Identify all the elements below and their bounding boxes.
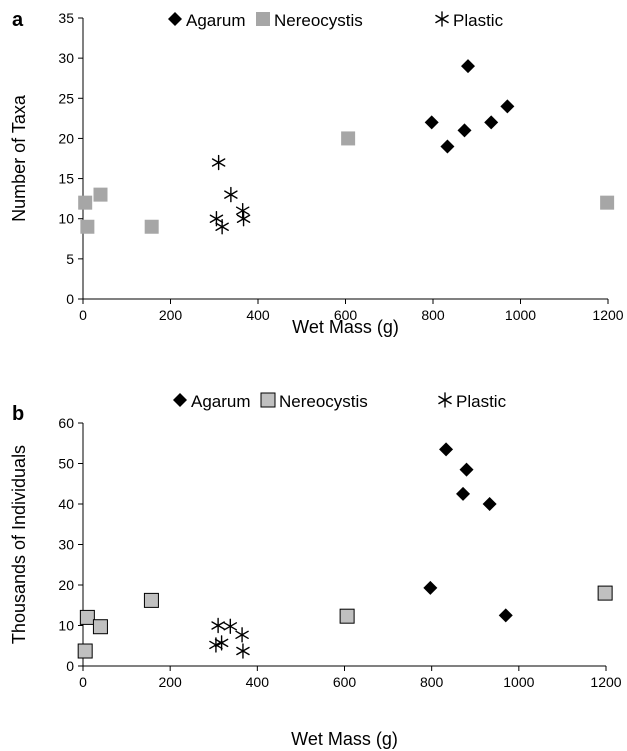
y-tick-label: 30 [58, 50, 74, 66]
y-tick-label: 5 [66, 251, 74, 267]
data-point-agarum [482, 497, 497, 511]
data-point-agarum [461, 59, 475, 74]
data-point-agarum [459, 462, 474, 477]
data-point-agarum [457, 123, 472, 138]
y-tick-label: 10 [58, 211, 74, 227]
x-tick-label: 800 [420, 674, 444, 690]
y-tick-label: 40 [58, 496, 74, 512]
data-point-plastic [235, 627, 249, 643]
panel-a: a 0 5 10 15 20 25 30 35 0 200 400 600 800 1000 1200 Wet … [9, 9, 624, 337]
data-point-plastic [236, 211, 251, 227]
x-tick-label: 0 [79, 674, 87, 690]
x-tick-label: 400 [246, 674, 270, 690]
y-tick-label: 35 [58, 10, 74, 26]
data-point-nereocystis [78, 195, 93, 210]
data-point-nereocystis [341, 131, 356, 146]
legend-label-plastic: Plastic [453, 11, 504, 30]
panel-letter: a [12, 9, 24, 31]
data-point-nereocystis [77, 643, 93, 659]
x-tick-label: 1000 [503, 674, 534, 690]
panel-letter: b [12, 403, 24, 425]
legend-marker-agarum [173, 393, 187, 407]
x-tick-label: 1200 [590, 674, 621, 690]
y-tick-label: 20 [58, 577, 74, 593]
legend-label-nereocystis: Nereocystis [279, 392, 368, 411]
data-point-agarum [498, 608, 513, 623]
data-point-agarum [500, 99, 515, 114]
x-tick-label: 1000 [505, 307, 536, 323]
data-point-nereocystis [597, 585, 613, 601]
legend-label-nereocystis: Nereocystis [274, 11, 363, 30]
data-point-nereocystis [80, 219, 95, 234]
legend-marker-plastic [435, 11, 449, 27]
legend-label-plastic: Plastic [456, 392, 507, 411]
data-point-nereocystis [144, 219, 159, 234]
data-point-plastic [236, 643, 250, 659]
data-point-nereocystis [93, 187, 108, 202]
y-tick-label: 0 [66, 291, 74, 307]
data-point-nereocystis [92, 619, 108, 635]
legend-marker-nereocystis [260, 392, 276, 408]
x-tick-label: 200 [159, 307, 183, 323]
x-tick-label: 600 [333, 674, 357, 690]
data-point-nereocystis [143, 592, 159, 608]
data-point-agarum [424, 115, 439, 130]
data-point-plastic [223, 618, 238, 635]
data-point-agarum [439, 442, 454, 457]
data-point-plastic [215, 219, 229, 235]
y-tick-label: 60 [58, 415, 74, 431]
data-point-agarum [456, 486, 471, 501]
x-tick-label: 200 [158, 674, 182, 690]
y-tick-label: 20 [58, 130, 74, 146]
data-point-nereocystis [600, 195, 615, 210]
x-tick-label: 600 [334, 307, 358, 323]
x-axis-title: Wet Mass (g) [292, 317, 399, 337]
legend-marker-agarum [168, 12, 182, 26]
x-tick-label: 400 [246, 307, 270, 323]
x-tick-label: 1200 [592, 307, 623, 323]
data-point-plastic [211, 154, 226, 171]
x-axis-title: Wet Mass (g) [291, 729, 398, 749]
data-point-plastic [224, 186, 238, 203]
y-axis-title: Number of Taxa [9, 94, 29, 222]
data-point-plastic [211, 617, 225, 634]
y-tick-label: 25 [58, 90, 74, 106]
data-point-nereocystis [79, 609, 95, 625]
x-tick-label: 0 [79, 307, 87, 323]
data-point-agarum [484, 115, 499, 130]
data-point-agarum [423, 580, 438, 595]
x-tick-label: 800 [421, 307, 445, 323]
legend-marker-nereocystis [256, 12, 270, 26]
y-tick-label: 10 [58, 618, 74, 634]
y-tick-label: 15 [58, 171, 74, 187]
data-point-nereocystis [339, 608, 355, 624]
data-point-agarum [440, 139, 455, 154]
y-tick-label: 30 [58, 537, 74, 553]
y-axis-title: Thousands of Individuals [9, 445, 29, 644]
legend-label-agarum: Agarum [191, 392, 251, 411]
data-point-plastic [235, 202, 250, 219]
y-tick-label: 0 [66, 658, 74, 674]
data-point-plastic [214, 635, 229, 651]
legend-marker-plastic [438, 392, 452, 408]
legend-label-agarum: Agarum [186, 11, 246, 30]
y-tick-label: 50 [58, 456, 74, 472]
